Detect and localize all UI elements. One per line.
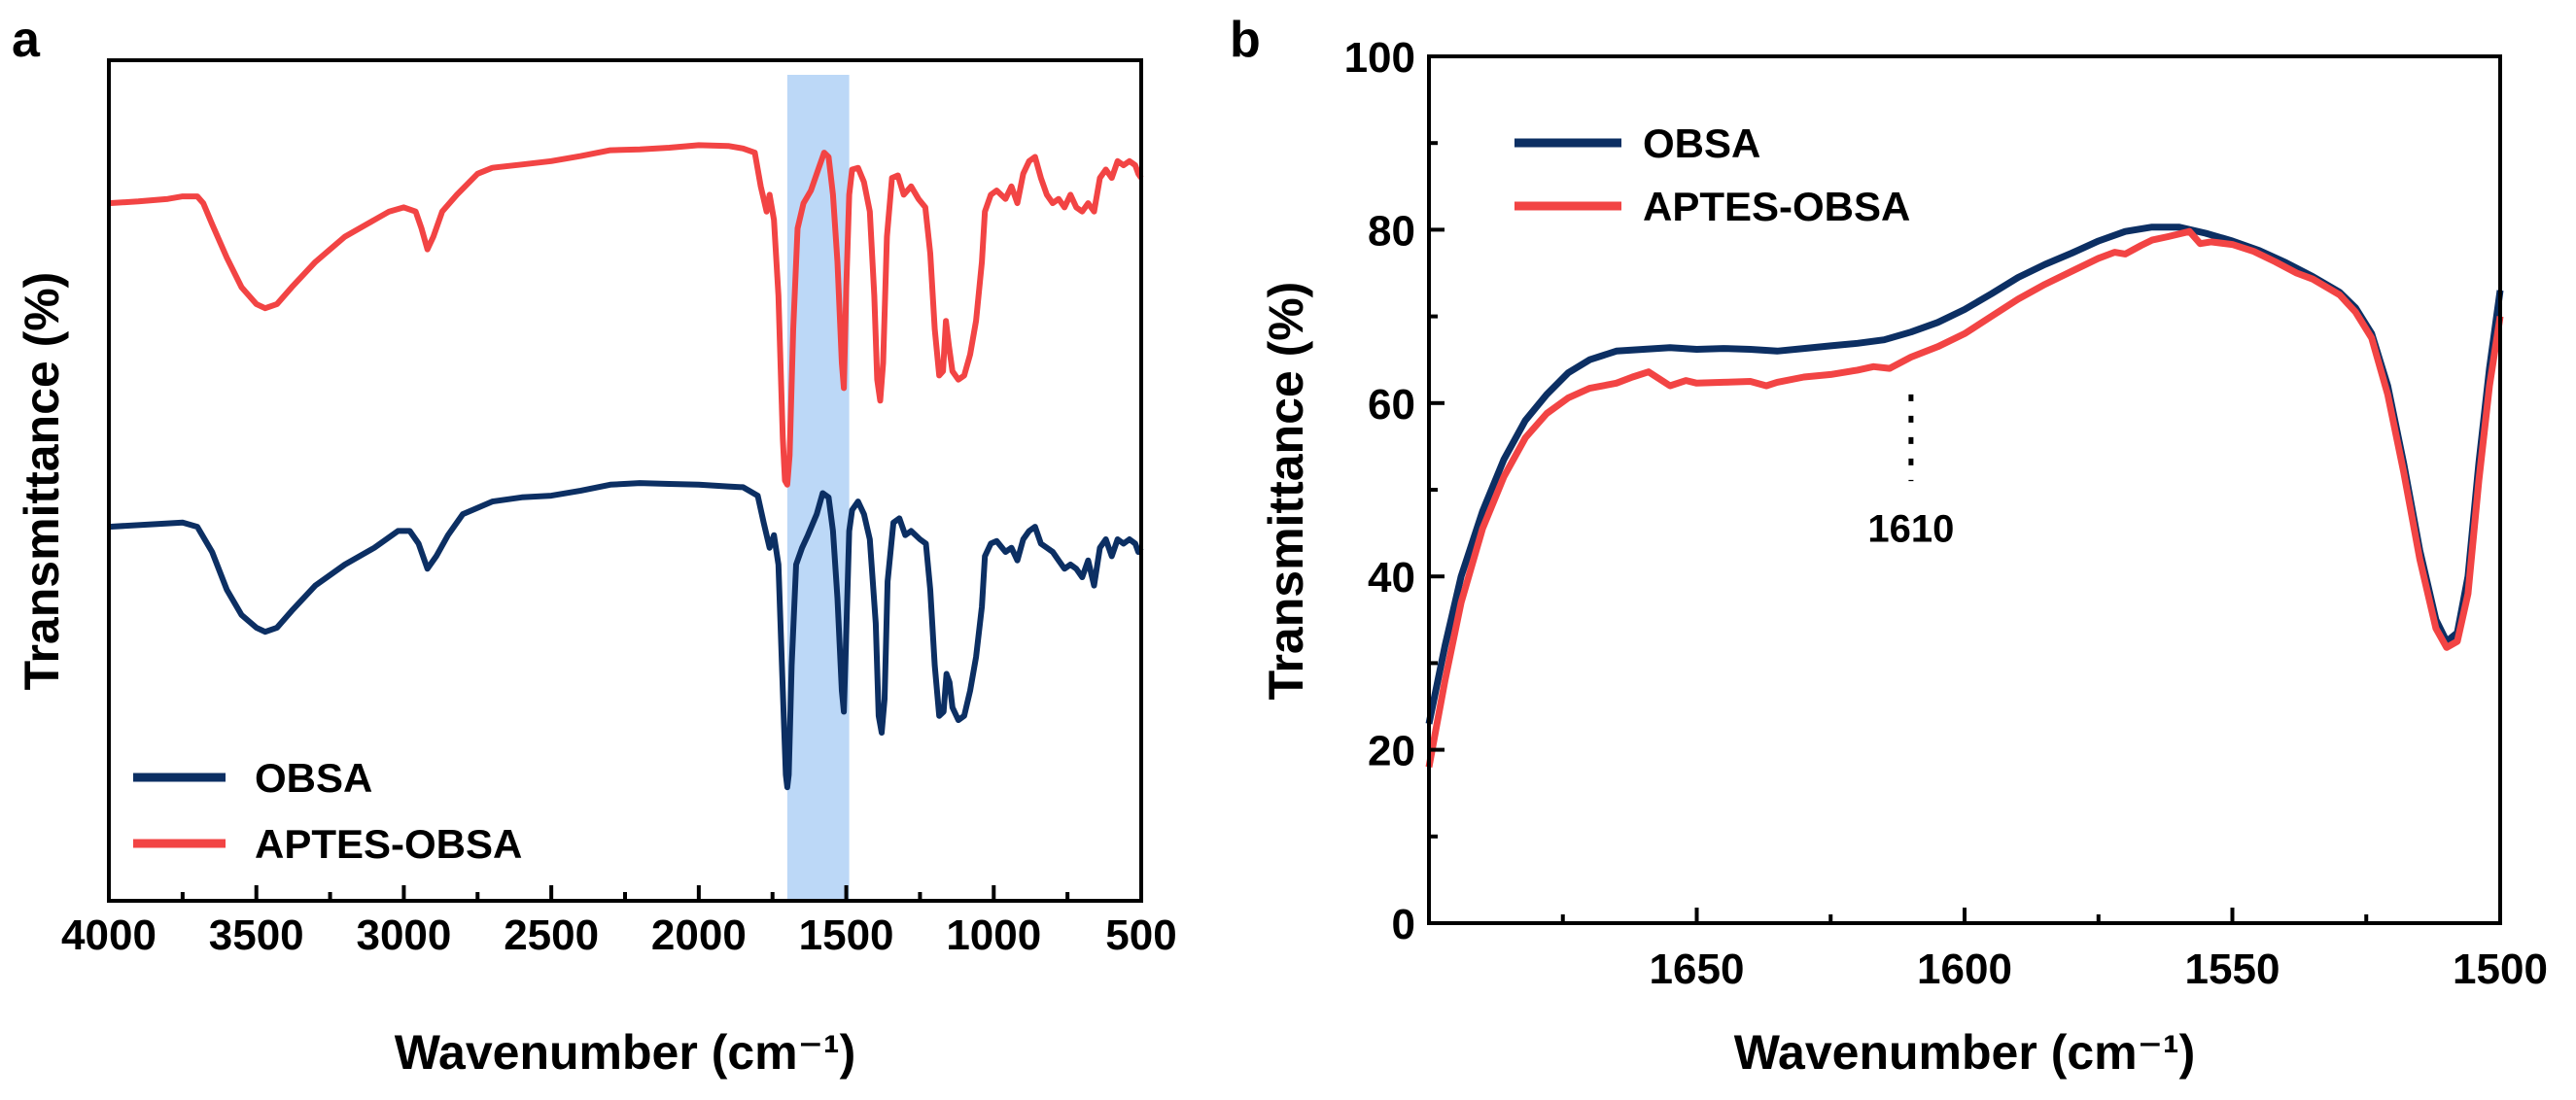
x-tick-label: 2500 [504,911,599,959]
x-tick-label: 500 [1105,911,1176,959]
y-tick-label: 20 [1368,728,1415,775]
x-tick-label: 1650 [1650,945,1745,993]
series-obsa [108,480,1144,791]
x-tick-label: 1000 [946,911,1041,959]
panel-b-label: b [1230,12,1261,68]
panel-a-x-axis-title: Wavenumber (cm⁻¹) [395,1025,856,1080]
x-tick-label: 1550 [2185,945,2280,993]
panel-b-x-axis-title: Wavenumber (cm⁻¹) [1734,1025,2196,1080]
panel-a-legend: OBSA APTES-OBSA [133,755,522,867]
y-tick-label: 60 [1368,381,1415,429]
x-tick-label: 4000 [61,911,157,959]
panel-a: a 4000 3500 3000 2500 2000 1500 1000 500 Wavenu… [12,12,1177,1080]
panel-b-x-ticks: 1650 1600 1550 1500 [1560,908,2548,993]
legend-label-obsa: OBSA [255,755,372,801]
x-tick-label: 3500 [209,911,304,959]
panel-b-frame [1427,54,2502,925]
panel-a-series [108,142,1144,791]
x-tick-label: 1600 [1917,945,2012,993]
y-tick-label: 100 [1344,34,1415,82]
x-tick-label: 1500 [2453,945,2548,993]
x-tick-label: 3000 [356,911,451,959]
y-tick-label: 80 [1368,207,1415,255]
panel-b-legend: OBSA APTES-OBSA [1514,120,1910,229]
x-tick-label: 1500 [799,911,894,959]
panel-a-x-ticks: 4000 3500 3000 2500 2000 1500 1000 500 [61,885,1177,959]
series-aptes-obsa [1425,227,2504,769]
legend-label-aptes-obsa: APTES-OBSA [1643,184,1910,229]
legend-label-obsa: OBSA [1643,120,1760,166]
panel-b-series [1425,223,2504,769]
annotation-1610: 1610 [1867,508,1954,551]
panel-b: b 1650 1600 1550 1500 0 20 40 60 80 100 1610 Wav… [1230,12,2548,1080]
series-aptes-obsa [108,142,1144,488]
panel-a-label: a [12,12,41,68]
y-tick-label: 40 [1368,554,1415,602]
highlight-band [786,75,850,901]
y-tick-label: 0 [1392,901,1415,948]
series-obsa [1425,223,2504,725]
panel-b-y-ticks: 0 20 40 60 80 100 [1344,34,1445,948]
x-tick-label: 2000 [651,911,747,959]
legend-label-aptes-obsa: APTES-OBSA [255,821,522,867]
panel-a-y-axis-title: Transmittance (%) [15,272,69,691]
panel-b-y-axis-title: Transmittance (%) [1259,282,1313,701]
